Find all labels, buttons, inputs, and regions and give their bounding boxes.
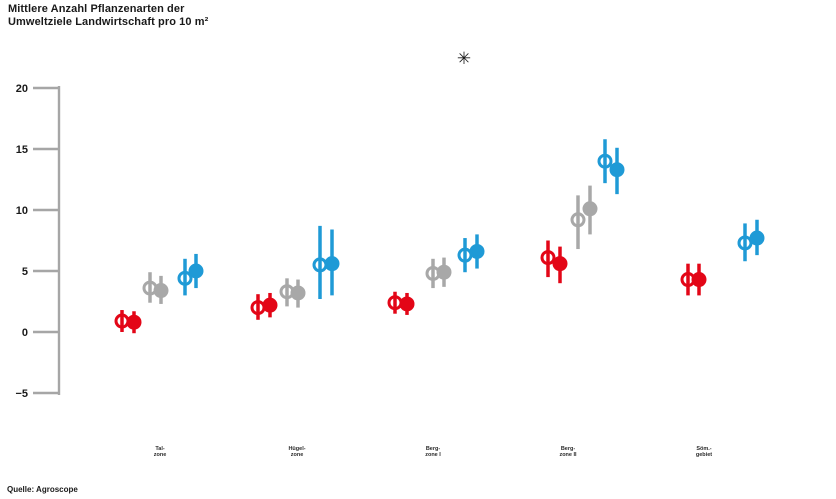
gray-filled-marker: [153, 283, 169, 299]
y-tick-label: −5: [15, 388, 28, 400]
blue-filled-marker: [609, 162, 625, 178]
red-filled-marker: [126, 314, 142, 330]
chart-title-line2: Umweltziele Landwirtschaft pro 10 m²: [8, 16, 209, 28]
blue-open-marker: [737, 235, 753, 251]
blue-filled-marker: [188, 263, 204, 279]
gray-open-marker: [570, 212, 586, 228]
x-tick-label: Tal-zone: [154, 446, 167, 458]
blue-filled-marker: [324, 256, 340, 272]
blue-open-marker: [177, 270, 193, 286]
x-tick-label: Berg-zone II: [559, 446, 577, 458]
source-note: Quelle: Agroscope: [7, 485, 78, 494]
chart-title-line1: Mittlere Anzahl Pflanzenarten der: [8, 3, 185, 15]
x-tick-label: Söm.-gebiet: [696, 446, 712, 458]
gray-filled-marker: [290, 285, 306, 301]
chart-title: Mittlere Anzahl Pflanzenarten der Umwelt…: [8, 3, 208, 29]
x-tick-label: Berg-zone I: [425, 446, 441, 458]
asterisk-icon: ✳: [456, 49, 472, 68]
x-tick-label: Hügel-zone: [288, 446, 305, 458]
blue-open-marker: [597, 153, 613, 169]
red-filled-marker: [691, 272, 707, 288]
gray-filled-marker: [582, 201, 598, 217]
red-filled-marker: [552, 256, 568, 272]
red-filled-marker: [262, 297, 278, 313]
blue-filled-marker: [749, 230, 765, 246]
y-tick-label: 20: [16, 83, 28, 95]
gray-filled-marker: [436, 264, 452, 280]
y-tick-label: 10: [16, 205, 28, 217]
y-tick-label: 15: [16, 144, 28, 156]
red-open-marker: [540, 250, 556, 266]
red-filled-marker: [399, 296, 415, 312]
y-tick-label: 0: [22, 327, 28, 339]
y-tick-label: 5: [22, 266, 28, 278]
blue-filled-marker: [469, 243, 485, 259]
